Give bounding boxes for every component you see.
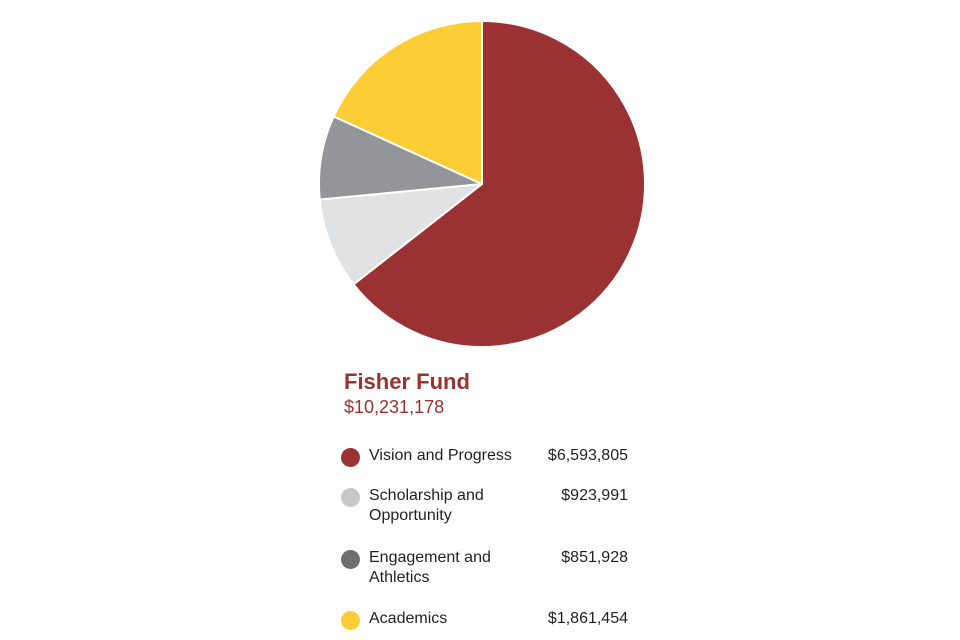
pie-slice-scholarship-and-opportunity bbox=[318, 183, 483, 286]
legend-swatch bbox=[341, 488, 360, 507]
chart-total: $10,231,178 bbox=[344, 397, 445, 417]
legend-label: Engagement and Athletics bbox=[369, 549, 491, 586]
pie-slice-academics bbox=[332, 20, 483, 185]
legend-swatch bbox=[341, 550, 360, 569]
legend-label: Vision and Progress bbox=[369, 447, 512, 464]
pie-slice-engagement-and-athletics bbox=[318, 115, 483, 201]
legend-swatch bbox=[341, 448, 360, 467]
legend-swatch bbox=[341, 611, 360, 630]
legend-value: $851,928 bbox=[561, 549, 628, 566]
legend-value: $923,991 bbox=[561, 487, 628, 504]
legend-label: Academics bbox=[369, 610, 448, 627]
legend-value: $6,593,805 bbox=[547, 447, 628, 464]
legend-label: Scholarship and Opportunity bbox=[369, 487, 484, 524]
chart-title: Fisher Fund bbox=[344, 369, 470, 394]
pie-slice-vision-and-progress bbox=[352, 20, 646, 348]
legend-value: $1,861,454 bbox=[547, 610, 628, 627]
pie-chart bbox=[318, 20, 646, 348]
